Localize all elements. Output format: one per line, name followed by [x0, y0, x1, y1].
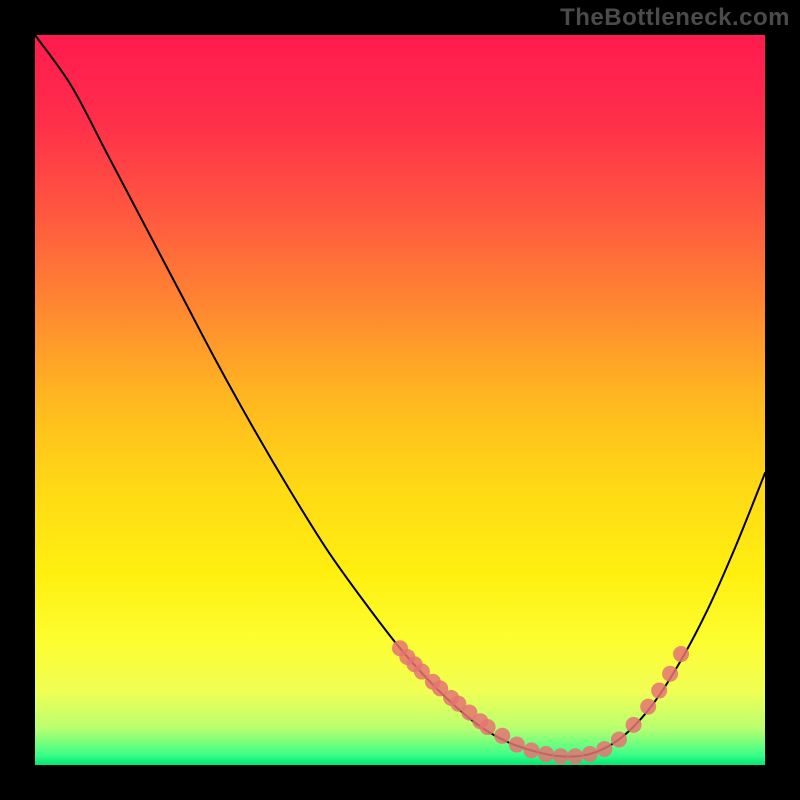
marker-dot [480, 719, 496, 735]
marker-dot [509, 737, 525, 753]
marker-dot [611, 731, 627, 747]
marker-dot [494, 728, 510, 744]
marker-dot [640, 699, 656, 715]
marker-dot [567, 748, 583, 764]
marker-dot [538, 746, 554, 762]
marker-dot [553, 748, 569, 764]
chart-stage: TheBottleneck.com [0, 0, 800, 800]
marker-dot [662, 666, 678, 682]
bottleneck-chart [0, 0, 800, 800]
marker-dot [651, 683, 667, 699]
marker-dot [673, 646, 689, 662]
marker-dot [626, 717, 642, 733]
marker-dot [596, 741, 612, 757]
marker-dot [523, 742, 539, 758]
marker-dot [582, 746, 598, 762]
attribution-text: TheBottleneck.com [560, 4, 790, 32]
